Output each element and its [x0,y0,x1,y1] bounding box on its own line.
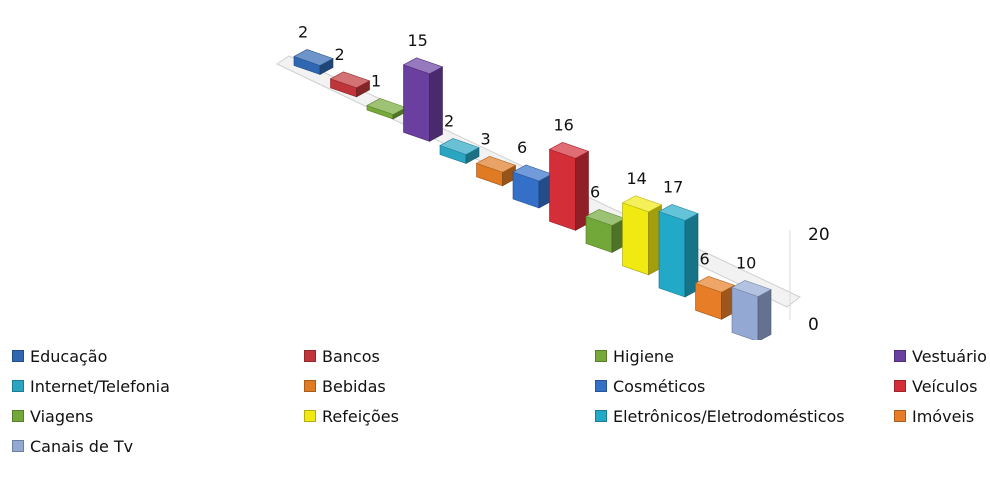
legend-swatch [894,350,906,362]
data-label-educacao: 2 [298,23,308,42]
legend-label: Bancos [322,346,380,366]
bar-refeicoes [621,195,663,276]
data-label-imoveis: 6 [700,249,710,268]
legend-label: Canais de Tv [30,436,134,456]
bar-vestuario [402,57,444,142]
legend-label: Veículos [912,376,978,396]
legend-swatch [304,380,316,392]
legend-label: Higiene [613,346,674,366]
legend-swatch [894,410,906,422]
legend-swatch [595,350,607,362]
legend-item-viagens: Viagens [12,405,304,427]
axis-tick-label: 0 [808,315,819,335]
legend-item-educacao: Educação [12,345,304,367]
data-label-bebidas: 3 [481,129,491,148]
bar-eletronicos-eletrodomesticos [658,204,699,298]
data-label-vestuario: 15 [408,31,428,50]
data-label-veiculos: 16 [554,115,574,134]
bar-bebidas [475,155,517,187]
legend-item-internet-telefonia: Internet/Telefonia [12,375,304,397]
legend-item-higiene: Higiene [595,345,894,367]
legend-label: Imóveis [912,406,975,426]
legend-swatch [304,410,316,422]
legend-item-eletronicos-eletrodomesticos: Eletrônicos/Eletrodomésticos [595,405,894,427]
legend-label: Cosméticos [613,376,706,396]
legend-swatch [12,380,24,392]
legend-item-refeicoes: Refeições [304,405,595,427]
legend-item-bancos: Bancos [304,345,595,367]
data-label-cosmeticos: 6 [517,138,527,157]
legend-item-canais-de-tv: Canais de Tv [12,435,304,457]
legend-swatch [595,380,607,392]
data-label-internet-telefonia: 2 [444,112,454,131]
legend-item-imoveis: Imóveis [894,405,987,427]
legend-label: Bebidas [322,376,386,396]
bar-cosmeticos [512,164,553,209]
legend-label: Educação [30,346,108,366]
legend-swatch [304,350,316,362]
legend-label: Internet/Telefonia [30,376,170,396]
legend: Educação Bancos Higiene Vestuário Internet/T… [12,345,987,457]
legend-label: Viagens [30,406,94,426]
bar-educacao [293,49,334,76]
data-label-bancos: 2 [335,45,345,64]
legend-swatch [12,410,24,422]
bar-imoveis [694,275,736,320]
data-label-eletronicos-eletrodomesticos: 17 [663,178,683,197]
legend-swatch [894,380,906,392]
legend-swatch [595,410,607,422]
legend-item-cosmeticos: Cosméticos [595,375,894,397]
bar-internet-telefonia [439,138,480,165]
bar-veiculos [548,141,590,231]
legend-item-vestuario: Vestuário [894,345,987,367]
data-label-higiene: 1 [371,72,381,91]
bar-chart-3d: 2 2 1 15 2 3 6 16 6 14 17 6 10 0 20 [275,23,830,340]
axis-tick-label: 20 [808,225,830,245]
legend-label: Eletrônicos/Eletrodomésticos [613,406,845,426]
bar-bancos [329,71,371,98]
legend-label: Vestuário [912,346,987,366]
data-label-refeicoes: 14 [627,169,647,188]
legend-swatch [12,350,24,362]
bar-viagens [585,209,626,254]
legend-item-veiculos: Veículos [894,375,987,397]
bar-canais-de-tv [731,280,772,340]
legend-label: Refeições [322,406,399,426]
legend-swatch [12,440,24,452]
data-label-viagens: 6 [590,183,600,202]
legend-item-bebidas: Bebidas [304,375,595,397]
data-label-canais-de-tv: 10 [736,254,756,273]
